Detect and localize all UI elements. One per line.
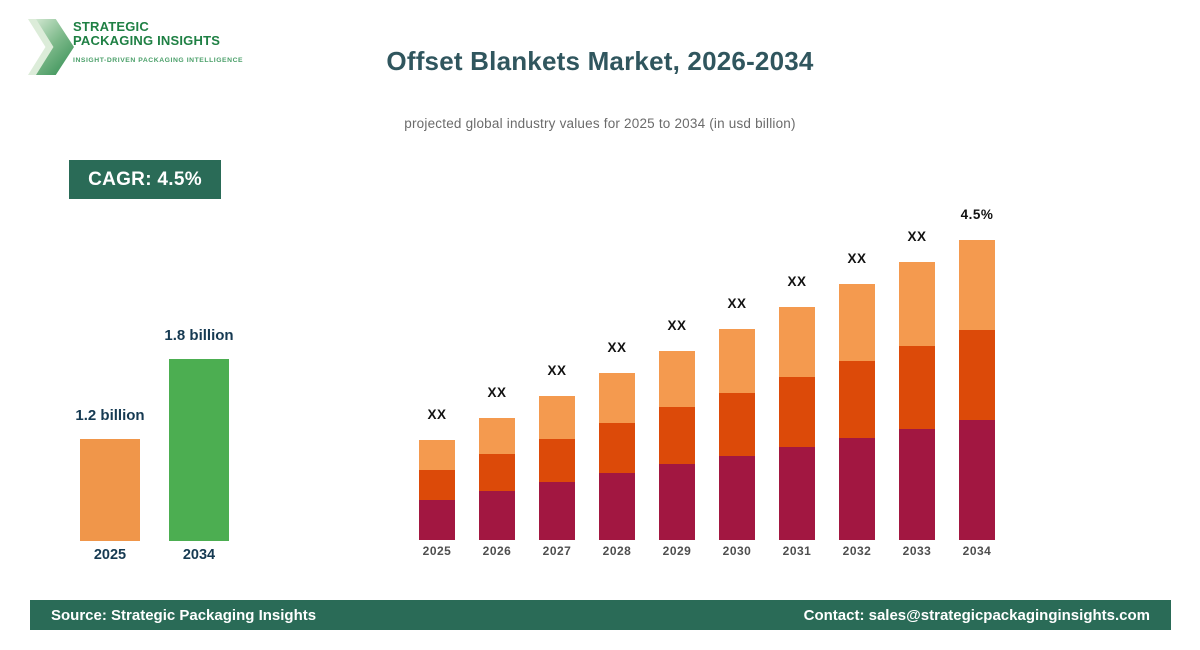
stacked-bar-top-label: 4.5% xyxy=(960,207,994,222)
segment-bottom xyxy=(899,429,935,540)
summary-bar-2025 xyxy=(80,439,140,541)
stacked-bar-2031 xyxy=(779,307,815,540)
segment-bottom xyxy=(839,438,875,540)
summary-bar-chart: 1.2 billion 2025 1.8 billion 2034 xyxy=(75,320,245,570)
segment-bottom xyxy=(659,464,695,540)
stacked-bar-2025 xyxy=(419,440,455,540)
stacked-bar-2028 xyxy=(599,373,635,540)
stacked-axis-label: 2026 xyxy=(482,544,512,558)
stacked-bar-2026 xyxy=(479,418,515,540)
segment-middle xyxy=(659,407,695,464)
segment-top xyxy=(719,329,755,393)
stacked-axis-label: 2032 xyxy=(842,544,872,558)
segment-bottom xyxy=(959,420,995,540)
segment-top xyxy=(599,373,635,423)
contact-text: Contact: sales@strategicpackaginginsight… xyxy=(803,606,1150,624)
segment-top xyxy=(419,440,455,470)
stacked-bar-2033 xyxy=(899,262,935,540)
segment-middle xyxy=(599,423,635,473)
stacked-bar-top-label: XX xyxy=(607,340,627,355)
stacked-bar-2027 xyxy=(539,396,575,540)
stacked-axis-label: 2033 xyxy=(902,544,932,558)
segment-bottom xyxy=(419,500,455,540)
segment-top xyxy=(899,262,935,346)
segment-bottom xyxy=(539,482,575,540)
stacked-bar-top-label: XX xyxy=(667,318,687,333)
summary-bar-2034 xyxy=(169,359,229,541)
segment-top xyxy=(959,240,995,330)
stacked-bar-top-label: XX xyxy=(907,229,927,244)
segment-bottom xyxy=(479,491,515,540)
logo-line2: PACKAGING INSIGHTS xyxy=(73,33,221,48)
segment-bottom xyxy=(599,473,635,540)
stacked-bar-2030 xyxy=(719,329,755,540)
stacked-axis-label: 2025 xyxy=(422,544,452,558)
segment-bottom xyxy=(719,456,755,540)
segment-middle xyxy=(779,377,815,447)
stacked-bar-top-label: XX xyxy=(487,385,507,400)
stacked-bar-top-label: XX xyxy=(427,407,447,422)
page-subtitle: projected global industry values for 202… xyxy=(404,116,796,131)
segment-middle xyxy=(479,454,515,491)
segment-middle xyxy=(959,330,995,420)
stacked-bar-top-label: XX xyxy=(727,296,747,311)
segment-top xyxy=(479,418,515,454)
stacked-axis-label: 2031 xyxy=(782,544,812,558)
stacked-axis-label: 2029 xyxy=(662,544,692,558)
stacked-axis-label: 2028 xyxy=(602,544,632,558)
stacked-axis-label: 2030 xyxy=(722,544,752,558)
stacked-bar-chart: XX 2025 XX 2026 XX 2027 XX 2028 XX 2029 XX 2030 XX 20… xyxy=(419,195,997,560)
cagr-badge: CAGR: 4.5% xyxy=(69,160,221,199)
segment-middle xyxy=(719,393,755,456)
summary-axis-label: 2034 xyxy=(182,547,216,563)
segment-top xyxy=(659,351,695,407)
stacked-bar-2029 xyxy=(659,351,695,540)
segment-top xyxy=(839,284,875,361)
summary-bar-value-label: 1.2 billion xyxy=(75,407,145,424)
segment-middle xyxy=(419,470,455,500)
segment-middle xyxy=(839,361,875,438)
segment-top xyxy=(779,307,815,377)
segment-top xyxy=(539,396,575,439)
stacked-bar-2034 xyxy=(959,240,995,540)
stacked-bar-top-label: XX xyxy=(787,274,807,289)
summary-axis-label: 2025 xyxy=(93,547,127,563)
logo-line1: STRATEGIC xyxy=(73,19,149,34)
segment-middle xyxy=(539,439,575,482)
stacked-bar-top-label: XX xyxy=(847,251,867,266)
page-title: Offset Blankets Market, 2026-2034 xyxy=(386,46,814,76)
stacked-axis-label: 2027 xyxy=(542,544,572,558)
footer-bar: Source: Strategic Packaging Insights Con… xyxy=(30,600,1171,630)
logo: STRATEGIC PACKAGING INSIGHTS INSIGHT-DRI… xyxy=(28,14,338,80)
segment-middle xyxy=(899,346,935,429)
stacked-bar-top-label: XX xyxy=(547,363,567,378)
stacked-bar-2032 xyxy=(839,284,875,540)
segment-bottom xyxy=(779,447,815,540)
logo-tagline: INSIGHT-DRIVEN PACKAGING INTELLIGENCE xyxy=(73,57,244,64)
summary-bar-value-label: 1.8 billion xyxy=(164,327,234,344)
logo-text: STRATEGIC PACKAGING INSIGHTS INSIGHT-DRI… xyxy=(73,19,244,65)
stacked-axis-label: 2034 xyxy=(962,544,992,558)
source-text: Source: Strategic Packaging Insights xyxy=(51,606,317,624)
